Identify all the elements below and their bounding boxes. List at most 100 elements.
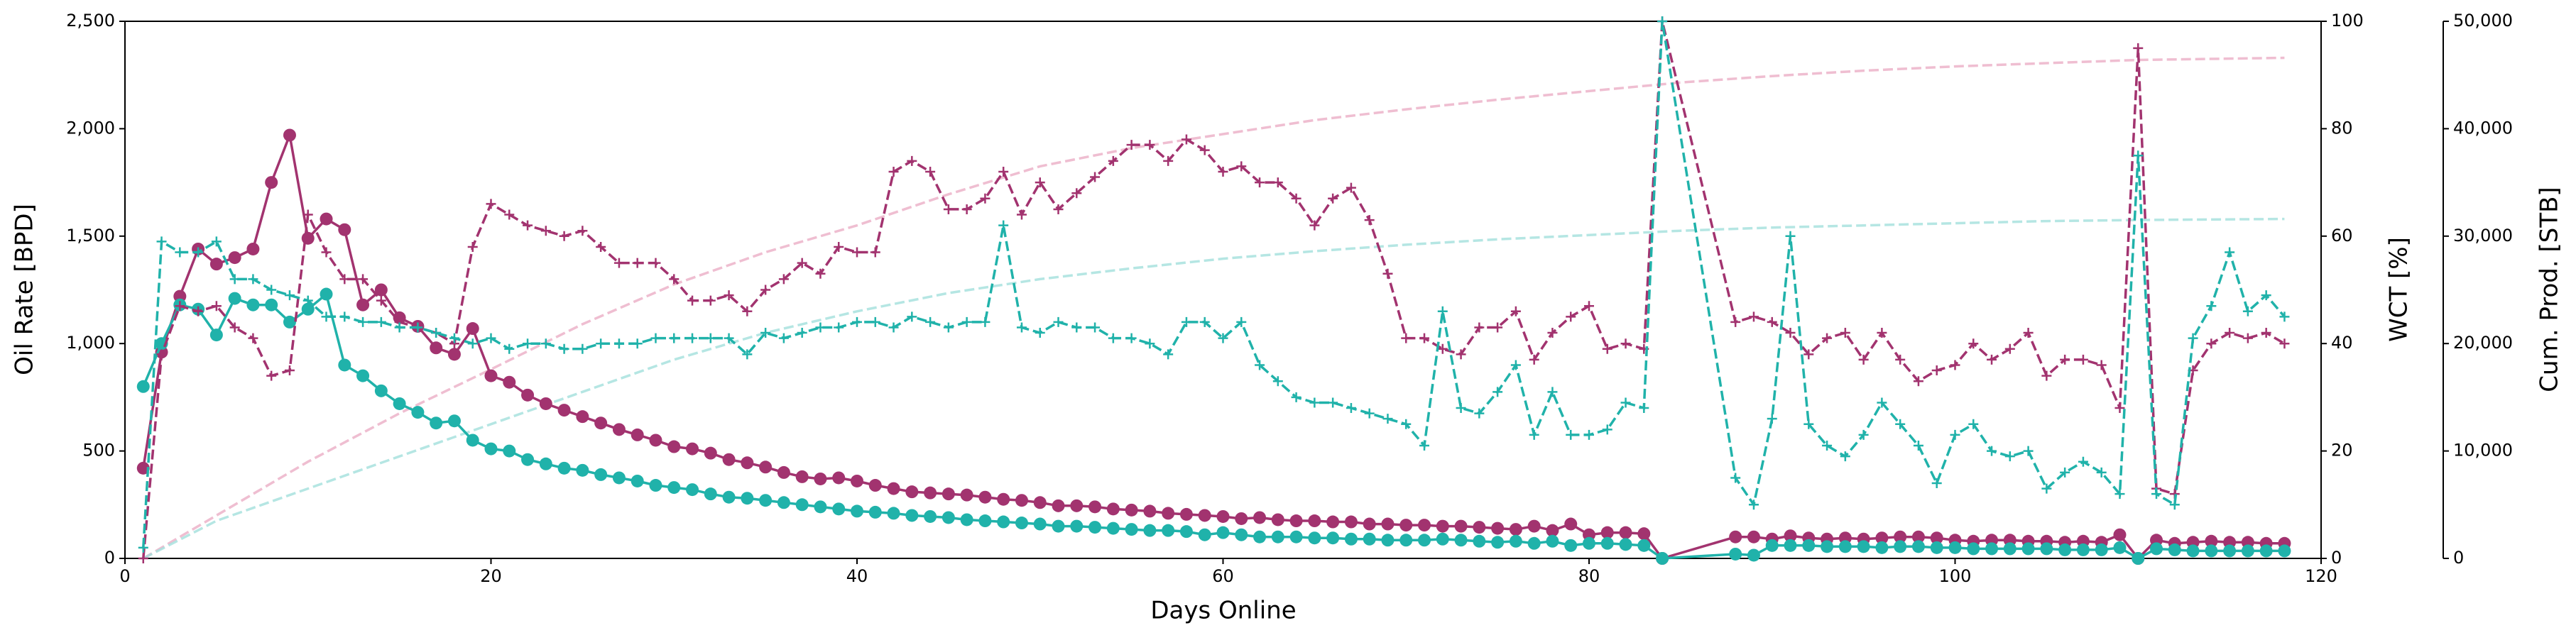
point xyxy=(1218,333,1228,343)
point xyxy=(356,369,370,382)
point xyxy=(834,241,844,252)
point xyxy=(1381,517,1395,531)
point xyxy=(2242,306,2253,316)
point xyxy=(393,397,406,410)
point xyxy=(2095,543,2108,556)
point xyxy=(1419,441,1430,451)
point xyxy=(1401,419,1412,429)
point xyxy=(577,226,588,236)
point xyxy=(523,338,533,349)
point xyxy=(2132,552,2145,565)
y-tick-label: 1,000 xyxy=(66,333,115,353)
point xyxy=(447,414,461,428)
point xyxy=(2023,328,2034,338)
point xyxy=(998,166,1009,177)
point xyxy=(632,258,643,268)
point xyxy=(1948,541,1962,554)
point xyxy=(1328,397,1338,408)
point xyxy=(1492,322,1503,333)
point xyxy=(961,316,972,327)
point xyxy=(1527,536,1541,550)
point xyxy=(413,322,423,333)
point xyxy=(1747,548,1760,562)
point xyxy=(1418,534,1431,547)
point xyxy=(2096,467,2107,478)
point xyxy=(1053,316,1064,327)
point xyxy=(559,231,569,241)
point xyxy=(1199,316,1210,327)
point xyxy=(302,295,313,306)
series-line xyxy=(142,131,2285,561)
point xyxy=(175,301,185,311)
point xyxy=(2040,542,2053,556)
point xyxy=(687,295,698,306)
point xyxy=(814,472,827,485)
point xyxy=(594,468,608,481)
point xyxy=(1181,316,1191,327)
point xyxy=(374,384,388,397)
point xyxy=(759,460,773,474)
point xyxy=(1822,441,1833,451)
point xyxy=(2060,354,2070,365)
x-axis-label: Days Online xyxy=(1150,597,1296,625)
point xyxy=(1198,509,1211,522)
point xyxy=(960,513,973,526)
point xyxy=(1218,166,1228,177)
y2-tick-label: 100 xyxy=(2331,11,2364,31)
point xyxy=(1088,521,1102,534)
point xyxy=(1492,387,1503,397)
point xyxy=(742,349,753,360)
point xyxy=(1126,333,1137,343)
point xyxy=(1272,376,1283,387)
point xyxy=(1547,328,1558,338)
point xyxy=(905,509,919,522)
point xyxy=(1657,16,1668,26)
point xyxy=(669,274,680,285)
point xyxy=(1639,403,1649,414)
y2-axis-label: WCT [%] xyxy=(2385,237,2413,342)
point xyxy=(320,287,333,301)
point xyxy=(1382,268,1393,279)
point xyxy=(1491,536,1505,549)
point xyxy=(1584,429,1594,440)
point xyxy=(1637,527,1651,541)
point xyxy=(870,247,880,258)
x-tick-label: 0 xyxy=(119,566,130,586)
point xyxy=(447,348,461,361)
point xyxy=(1163,155,1174,166)
point xyxy=(411,406,425,419)
point xyxy=(594,416,608,430)
point xyxy=(1564,517,1578,531)
point xyxy=(2060,467,2070,478)
point xyxy=(1344,532,1358,546)
y-tick-label: 2,500 xyxy=(66,11,115,31)
point xyxy=(376,316,386,327)
series-line xyxy=(142,217,2285,560)
y2-tick-label: 80 xyxy=(2331,118,2353,138)
point xyxy=(209,258,223,271)
point xyxy=(1126,140,1137,150)
point xyxy=(649,434,662,447)
point xyxy=(2113,541,2127,554)
point xyxy=(228,251,241,265)
point xyxy=(613,258,624,268)
point xyxy=(1546,534,1559,548)
x-tick-label: 80 xyxy=(1578,566,1600,586)
point xyxy=(1894,540,1907,553)
point xyxy=(2169,500,2180,510)
point xyxy=(1913,441,1923,451)
point xyxy=(1875,531,1889,545)
point xyxy=(1858,429,1869,440)
point xyxy=(503,375,516,389)
point xyxy=(960,488,973,502)
point xyxy=(138,553,148,563)
point xyxy=(1418,519,1431,532)
point xyxy=(1033,496,1047,509)
point xyxy=(1473,521,1486,534)
point xyxy=(1767,316,1777,327)
point xyxy=(868,505,882,519)
point xyxy=(1253,511,1267,524)
point xyxy=(2206,301,2217,311)
point xyxy=(1930,541,1943,554)
